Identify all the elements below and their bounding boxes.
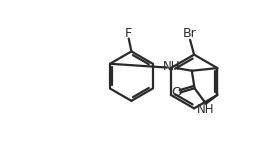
Text: O: O xyxy=(171,86,182,99)
Text: Br: Br xyxy=(183,27,197,40)
Text: F: F xyxy=(125,27,132,40)
Text: NH: NH xyxy=(197,103,215,116)
Text: NH: NH xyxy=(163,60,180,73)
